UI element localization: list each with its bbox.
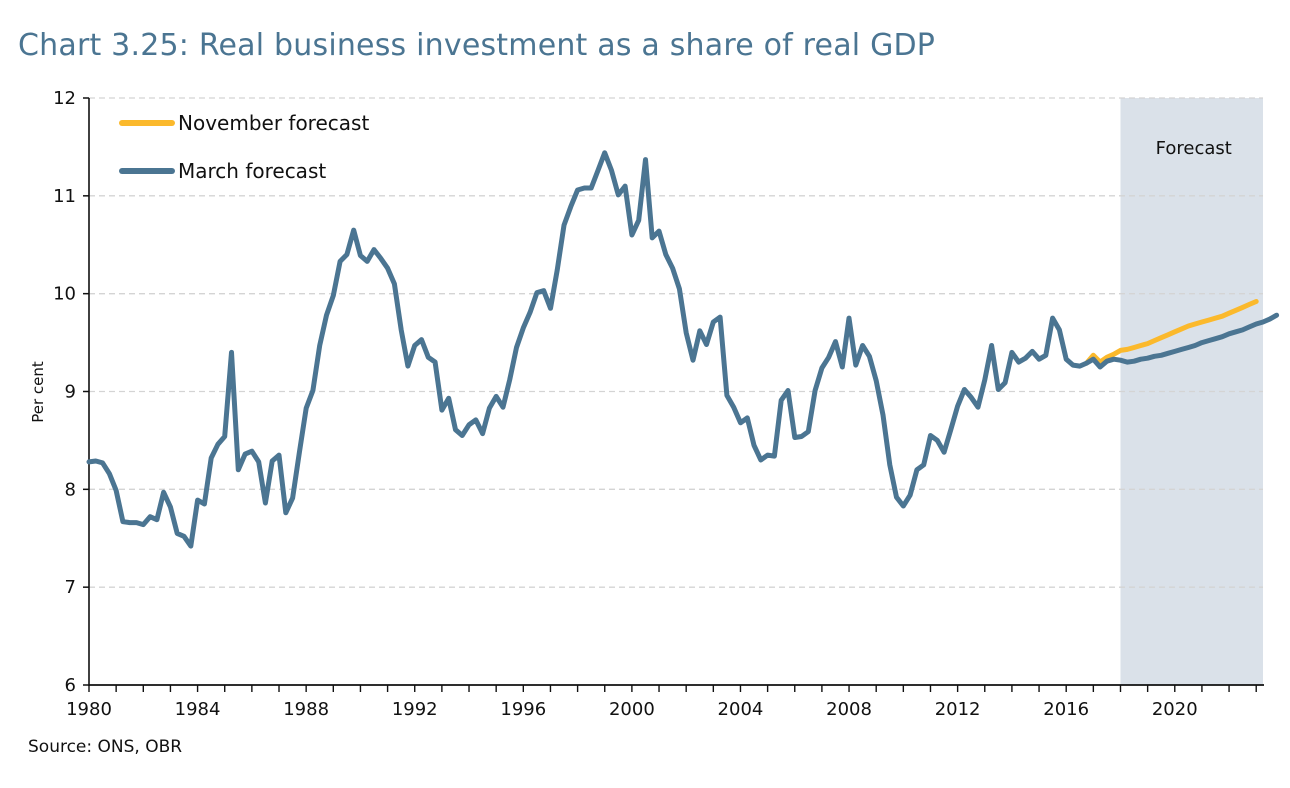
legend-item: November forecast	[119, 111, 369, 135]
y-axis-label: Per cent	[29, 361, 47, 423]
x-tick-label: 1988	[283, 699, 329, 720]
source-note: Source: ONS, OBR	[28, 737, 183, 757]
x-tick-label: 1984	[175, 699, 221, 720]
x-tick-label: 1980	[66, 699, 112, 720]
x-tick-label: 2016	[1043, 699, 1089, 720]
x-tick-label: 1996	[500, 699, 546, 720]
legend-item: March forecast	[119, 159, 326, 183]
x-tick-label: 1992	[392, 699, 438, 720]
legend-label: November forecast	[178, 111, 369, 135]
legend-label: March forecast	[178, 159, 326, 183]
x-tick-label: 2020	[1152, 699, 1198, 720]
forecast-label: Forecast	[1156, 138, 1232, 159]
y-tick-label: 8	[65, 479, 76, 500]
y-tick-label: 9	[65, 382, 76, 403]
x-tick-label: 2008	[826, 699, 872, 720]
series-line-march-forecast	[86, 150, 1280, 549]
y-tick-label: 6	[65, 675, 76, 696]
y-tick-label: 12	[53, 88, 76, 109]
x-tick-label: 2004	[718, 699, 764, 720]
x-tick-label: 2000	[609, 699, 655, 720]
y-tick-label: 11	[53, 186, 76, 207]
y-tick-label: 7	[65, 577, 76, 598]
series-line-november-forecast	[1084, 299, 1259, 366]
chart-title: Chart 3.25: Real business investment as …	[18, 28, 936, 63]
y-tick-label: 10	[53, 284, 76, 305]
x-tick-label: 2012	[935, 699, 981, 720]
